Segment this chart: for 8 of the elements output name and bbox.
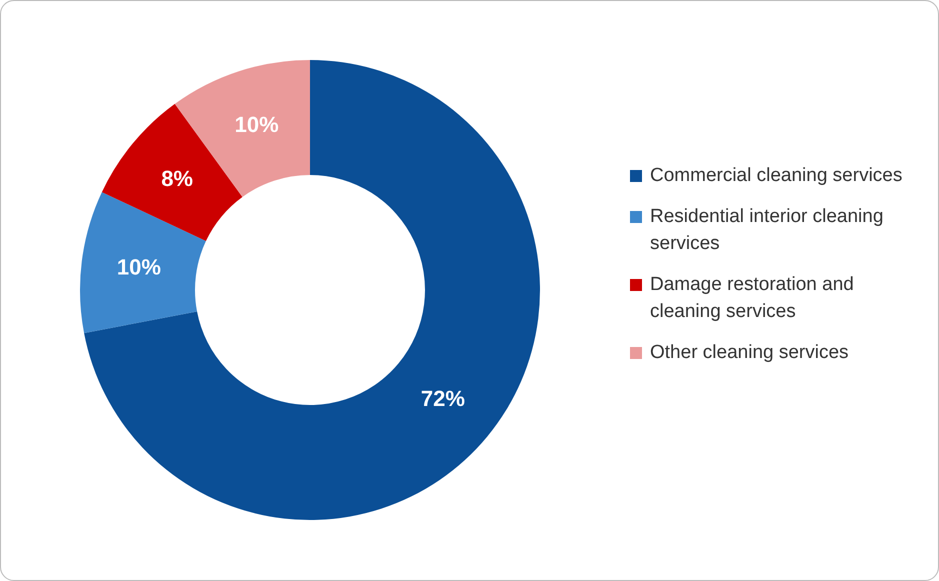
data-label: 10% (234, 112, 279, 138)
data-label: 72% (420, 386, 465, 412)
legend-label: Damage restoration and cleaning services (650, 273, 855, 324)
data-label: 10% (116, 254, 161, 280)
legend-label: Other cleaning services (650, 341, 849, 365)
legend-label: Residential interior cleaning services (650, 205, 884, 256)
data-label: 8% (161, 166, 193, 192)
legend-label: Commercial cleaning services (650, 164, 902, 188)
